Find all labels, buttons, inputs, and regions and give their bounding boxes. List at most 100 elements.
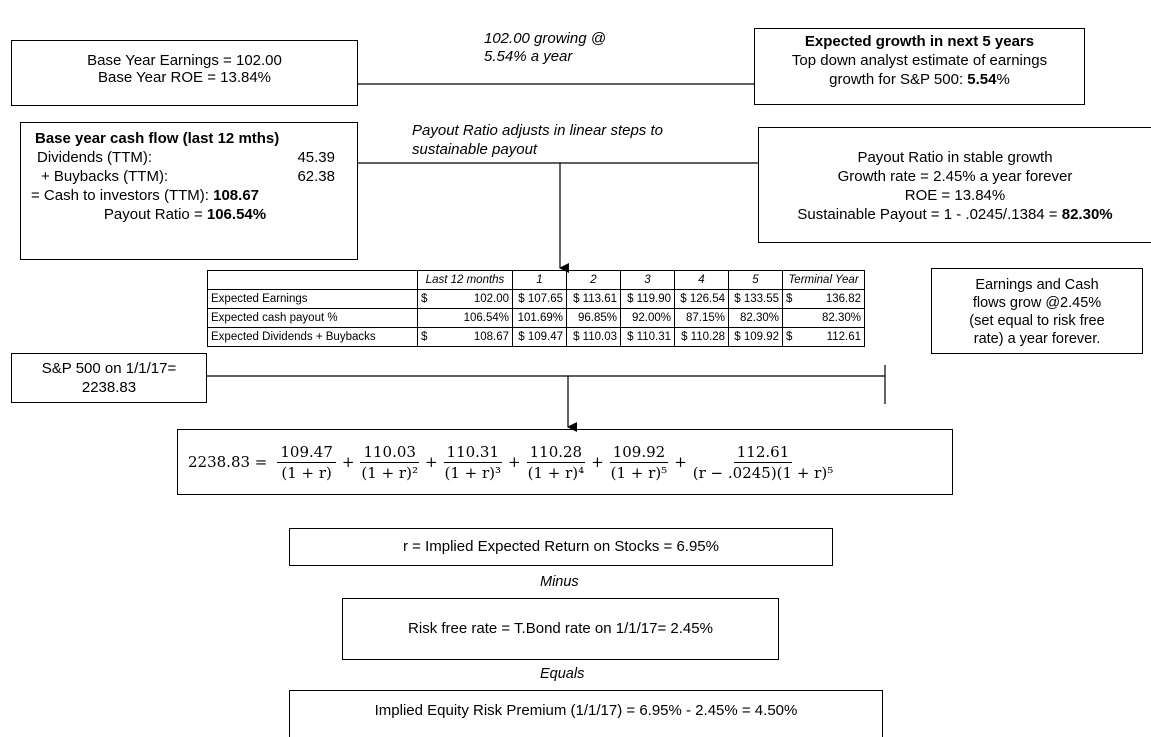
table-row: Expected Dividends + Buybacks $108.67 $ …	[207, 327, 865, 347]
table-header-cell: Terminal Year	[782, 270, 865, 290]
table-header-cell: 4	[674, 270, 729, 290]
valuation-equation: 2238.83 = 109.47 (1 + r) + 110.03 (1 + r)²…	[177, 429, 953, 495]
stable-growth-line1: Payout Ratio in stable growth	[857, 149, 1053, 166]
minus-label: Minus	[540, 574, 579, 590]
payout-ratio-value: 106.54%	[206, 206, 267, 223]
table-header-cell: Last 12 months	[417, 270, 513, 290]
table-header-cell: 2	[566, 270, 621, 290]
table-row-label: Expected Dividends + Buybacks	[207, 327, 418, 347]
table-header-row: Last 12 months 1 2 3 4 5 Terminal Year	[207, 270, 865, 290]
terminal-note-line2: flows grow @2.45%	[972, 295, 1102, 311]
table-cell: $ 109.92	[728, 327, 783, 347]
growth-label-line1: 102.00 growing @	[484, 30, 606, 47]
risk-free-text: Risk free rate = T.Bond rate on 1/1/17= …	[408, 620, 713, 637]
table-cell: 92.00%	[620, 308, 675, 328]
buybacks-row: + Buybacks (TTM): 62.38	[35, 167, 335, 186]
payout-adjust-line2: sustainable payout	[412, 141, 538, 158]
term-numerator: 110.31	[443, 443, 503, 463]
table-cell: $ 113.61	[566, 289, 621, 309]
expected-growth-line2: growth for S&P 500: 5.54%	[755, 70, 1084, 89]
table-cell: $ 119.90	[620, 289, 675, 309]
cash-to-investors-row: = Cash to investors (TTM): 108.67	[31, 186, 335, 205]
table-cell: $ 126.54	[674, 289, 729, 309]
equation-term: 109.92 (1 + r)⁵	[609, 443, 669, 482]
sp500-label: S&P 500 on 1/1/17=	[41, 360, 177, 377]
equation-term: 112.61 (r − .0245)(1 + r)⁵	[693, 443, 833, 482]
terminal-note-line1: Earnings and Cash	[975, 277, 1099, 293]
table-cell: 96.85%	[566, 308, 621, 328]
payout-ratio-row: Payout Ratio = 106.54%	[35, 205, 335, 224]
table-cell: $136.82	[782, 289, 865, 309]
plus-sign: +	[591, 453, 604, 471]
equation-lhs: 2238.83 =	[188, 453, 268, 471]
table-header-cell: 3	[620, 270, 675, 290]
plus-sign: +	[424, 453, 438, 471]
base-roe-text: Base Year ROE = 13.84%	[97, 69, 272, 86]
table-header-cell	[207, 270, 418, 290]
table-row: Expected Earnings $102.00 $ 107.65 $ 113…	[207, 289, 865, 309]
table-cell: 82.30%	[782, 308, 865, 328]
table-header-cell: 1	[512, 270, 567, 290]
projection-table: Last 12 months 1 2 3 4 5 Terminal Year E…	[207, 270, 865, 347]
sustainable-payout-row: Sustainable Payout = 1 - .0245/.1384 = 8…	[759, 205, 1151, 224]
implied-return-box: r = Implied Expected Return on Stocks = …	[289, 528, 833, 566]
table-cell-value: 136.82	[825, 293, 861, 305]
table-row: Expected cash payout % 106.54% 101.69% 9…	[207, 308, 865, 328]
cash-flow-box: Base year cash flow (last 12 mths) Divid…	[20, 122, 358, 260]
payout-adjust-line1: Payout Ratio adjusts in linear steps to	[412, 122, 663, 139]
equation-term: 110.28 (1 + r)⁴	[526, 443, 586, 482]
term-denominator: (r − .0245)(1 + r)⁵	[692, 463, 834, 482]
cash-to-investors-label: = Cash to investors (TTM):	[31, 187, 214, 204]
base-earnings-box: Base Year Earnings = 102.00 Base Year RO…	[11, 40, 358, 106]
plus-sign: +	[674, 453, 687, 471]
equals-label: Equals	[540, 666, 585, 682]
payout-ratio-label: Payout Ratio =	[103, 206, 207, 223]
base-earnings-text: Base Year Earnings = 102.00	[87, 52, 282, 69]
table-cell: $ 107.65	[512, 289, 567, 309]
plus-sign: +	[341, 453, 355, 471]
dividends-label: Dividends (TTM):	[37, 149, 153, 166]
table-header-cell: 5	[728, 270, 783, 290]
term-denominator: (1 + r)³	[444, 463, 502, 482]
table-cell: $102.00	[417, 289, 513, 309]
table-cell-value: 112.61	[826, 331, 861, 343]
terminal-note-line3: (set equal to risk free	[969, 313, 1105, 329]
term-denominator: (1 + r)²	[361, 463, 418, 482]
expected-growth-prefix: growth for S&P 500:	[829, 71, 968, 88]
table-row-label: Expected Earnings	[207, 289, 418, 309]
equation-term: 110.31 (1 + r)³	[443, 443, 503, 482]
equation-term: 110.03 (1 + r)²	[360, 443, 419, 482]
table-cell: 82.30%	[728, 308, 783, 328]
cash-to-investors-value: 108.67	[213, 187, 260, 204]
dollar-sign: $	[421, 293, 428, 305]
term-numerator: 110.03	[360, 443, 419, 463]
buybacks-value: 62.38	[297, 168, 335, 185]
table-cell: $ 109.47	[512, 327, 567, 347]
table-cell: $ 133.55	[728, 289, 783, 309]
terminal-note-box: Earnings and Cash flows grow @2.45% (set…	[931, 268, 1143, 354]
sp500-value: 2238.83	[81, 379, 137, 396]
stable-growth-line2: Growth rate = 2.45% a year forever	[837, 168, 1073, 185]
equation-term: 109.47 (1 + r)	[277, 443, 336, 482]
expected-growth-line1: Top down analyst estimate of earnings	[791, 52, 1048, 69]
dollar-sign: $	[786, 293, 793, 305]
table-row-label: Expected cash payout %	[207, 308, 418, 328]
stable-growth-box: Payout Ratio in stable growth Growth rat…	[758, 127, 1151, 243]
expected-growth-value: 5.54	[967, 71, 997, 88]
table-cell: $108.67	[417, 327, 513, 347]
payout-adjust-label: Payout Ratio adjusts in linear steps to …	[412, 121, 663, 159]
table-cell: 106.54%	[417, 308, 513, 328]
table-cell: 101.69%	[512, 308, 567, 328]
term-denominator: (1 + r)	[281, 463, 332, 482]
term-numerator: 110.28	[526, 443, 586, 463]
dividends-value: 45.39	[297, 149, 335, 166]
expected-growth-suffix: %	[996, 71, 1010, 88]
risk-free-box: Risk free rate = T.Bond rate on 1/1/17= …	[342, 598, 779, 660]
table-cell-value: 108.67	[473, 331, 509, 343]
cash-flow-title: Base year cash flow (last 12 mths)	[35, 130, 280, 147]
buybacks-label: + Buybacks (TTM):	[41, 168, 169, 185]
term-numerator: 112.61	[733, 443, 793, 463]
table-cell-value: 102.00	[473, 293, 509, 305]
growth-label: 102.00 growing @ 5.54% a year	[484, 30, 606, 66]
